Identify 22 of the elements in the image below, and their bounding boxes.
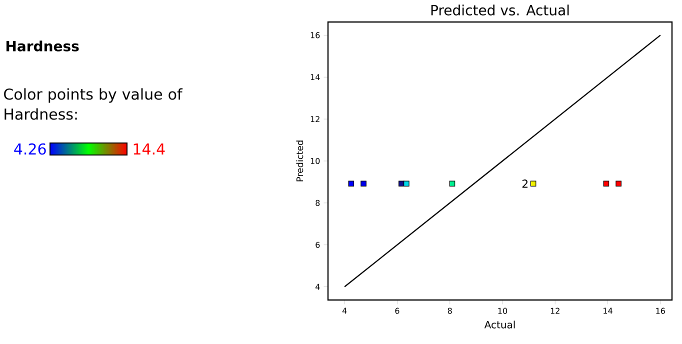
x-tick-label: 10 — [498, 308, 508, 314]
x-tick-label: 16 — [656, 308, 665, 314]
text: 14.4 — [134, 144, 165, 154]
x-tick-label: 4 — [342, 308, 347, 314]
chart-title: Predicted vs. Actual — [431, 4, 569, 16]
y-tick-label: 4 — [316, 284, 320, 290]
y-tick-label: 6 — [316, 242, 320, 248]
y-tick-label: 14 — [310, 74, 320, 80]
color-bar-title: Color points by value of Hardness: — [4, 88, 183, 120]
y-axis-title: Predicted — [296, 140, 304, 182]
y-tick-label: 8 — [316, 200, 320, 206]
annotation: 2 — [522, 180, 528, 188]
x-axis-title: Actual — [484, 320, 515, 328]
y-tick-label: 16 — [310, 32, 320, 38]
y-tick-label: 12 — [310, 116, 320, 122]
x-tick-label: 8 — [448, 308, 452, 314]
y-tick-label: 10 — [310, 158, 320, 164]
x-tick-label: 6 — [395, 308, 400, 314]
text: 4.26 — [14, 143, 46, 155]
x-tick-label: 14 — [604, 308, 612, 314]
x-tick-label: 12 — [550, 308, 560, 314]
text: Hardness — [6, 40, 79, 52]
